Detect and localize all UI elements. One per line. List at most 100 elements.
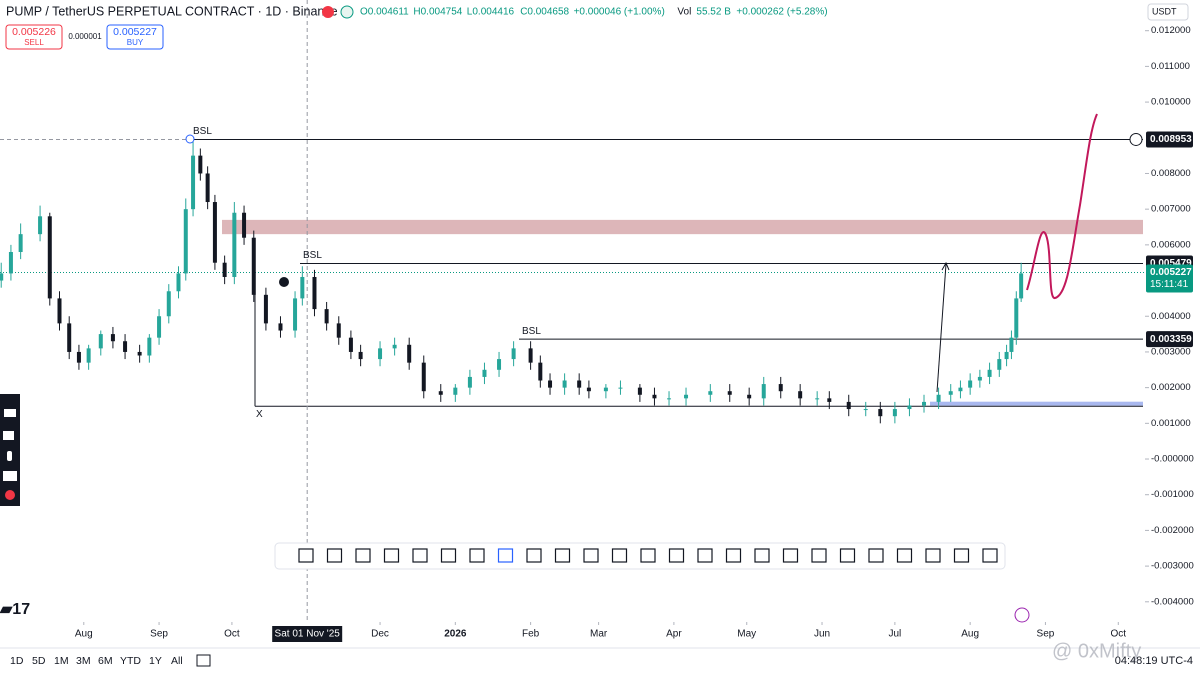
date-range-icon[interactable] [196,654,211,667]
tool-icon[interactable] [298,548,314,563]
candle-body [548,380,553,388]
candle-body [778,384,783,392]
candle-body [176,273,181,292]
status-dot [322,6,334,18]
tool-icon[interactable] [782,548,799,563]
tool-icon[interactable] [953,548,970,563]
candle-body [358,351,363,360]
y-tick-label: 0.003000 [1151,346,1191,357]
x-tick-label: Oct [1111,629,1127,640]
crosshair-label-bg [272,626,343,642]
range-note: X [256,409,263,420]
candle-body [198,155,203,174]
countdown: 15:11:41 [1150,279,1189,290]
legend-value: H0.004754 [413,7,462,18]
sell-button[interactable] [5,24,63,50]
sell-label[interactable]: SELL [24,38,44,47]
tool-icon[interactable] [896,548,913,563]
tool-icon[interactable] [326,548,343,563]
buy-label[interactable]: BUY [127,38,144,47]
mic-icon[interactable] [7,451,12,461]
settings-icon[interactable] [5,490,15,500]
candle-body [191,155,196,210]
tool-icon[interactable] [754,548,770,563]
legend-value: +0.000046 (+1.00%) [574,7,665,18]
y-tick-label: 0.010000 [1151,97,1191,108]
candle-body [242,212,247,238]
candle-body [538,362,543,381]
alert-icon[interactable] [1014,607,1030,623]
y-tick-label: -0.001000 [1151,489,1194,500]
candle-body [348,337,353,352]
tool-icon[interactable] [440,548,457,563]
sell-price[interactable]: 0.005226 [12,26,56,38]
candle-body [147,337,152,356]
currency[interactable]: USDT [1152,6,1177,16]
video-icon[interactable] [3,431,14,440]
tool-icon[interactable] [583,548,599,563]
tool-icon[interactable] [925,548,941,563]
tool-icon[interactable] [982,548,998,563]
candle-body [467,376,472,388]
window-icon[interactable] [3,471,17,481]
spread: 0.000001 [68,32,102,41]
tool-icon[interactable] [640,548,656,563]
candle-body [936,394,941,402]
candle-body [1014,298,1019,338]
candle-body [761,384,766,399]
arrow-head [941,261,950,271]
tool-icon[interactable] [497,548,514,563]
candle-body [123,341,128,352]
candle-body [205,173,210,203]
candle-body [47,216,52,299]
tool-icon[interactable] [725,548,742,563]
timeframe-button[interactable]: 1M [54,655,69,667]
arrow [936,263,947,393]
candle-body [863,409,868,411]
candle-body [407,344,412,363]
candle-body [38,216,43,235]
tool-icon[interactable] [839,548,856,563]
timeframe-button[interactable]: All [171,655,183,667]
tool-icon[interactable] [412,548,428,563]
buy-button[interactable] [106,24,164,50]
buy-price[interactable]: 0.005227 [113,26,157,38]
tool-icon[interactable] [811,548,827,563]
candle-body [324,309,329,324]
level-note: BSL [522,326,541,337]
watermark: @ 0xMifty [1052,640,1141,662]
timeframe-button[interactable]: 1Y [149,655,162,667]
tool-icon[interactable] [697,548,713,563]
x-tick-label: Feb [522,629,540,640]
candle-body [1009,337,1014,352]
tool-icon[interactable] [868,548,884,563]
tool-icon[interactable] [355,548,371,563]
candle-body [18,234,23,252]
timeframe-button[interactable]: YTD [120,655,141,667]
candle-body [846,401,851,410]
currency-box[interactable] [1147,3,1189,21]
tool-icon[interactable] [383,548,400,563]
tool-icon[interactable] [611,548,628,563]
projection-curve [1026,113,1098,300]
candle-body [892,409,897,417]
tool-icon[interactable] [554,548,571,563]
candle-body [110,334,115,342]
timeframe-button[interactable]: 3M [76,655,91,667]
tool-icon[interactable] [668,548,685,563]
candle-body [637,387,642,395]
x-tick-label: Sep [1037,629,1055,640]
y-tick-label: -0.004000 [1151,596,1194,607]
timeframe-button[interactable]: 6M [98,655,113,667]
price-tag [1146,331,1193,348]
timeframe-button[interactable]: 5D [32,655,46,667]
candle-body [67,323,72,352]
tool-icon[interactable] [469,548,485,563]
camera-icon[interactable] [4,409,16,417]
candle-body [222,262,227,277]
candle-body [392,344,397,349]
candle-body [586,387,591,392]
tool-icon[interactable] [526,548,542,563]
timeframe-button[interactable]: 1D [10,655,24,667]
symbol-title[interactable]: PUMP / TetherUS PERPETUAL CONTRACT · 1D … [6,4,338,18]
